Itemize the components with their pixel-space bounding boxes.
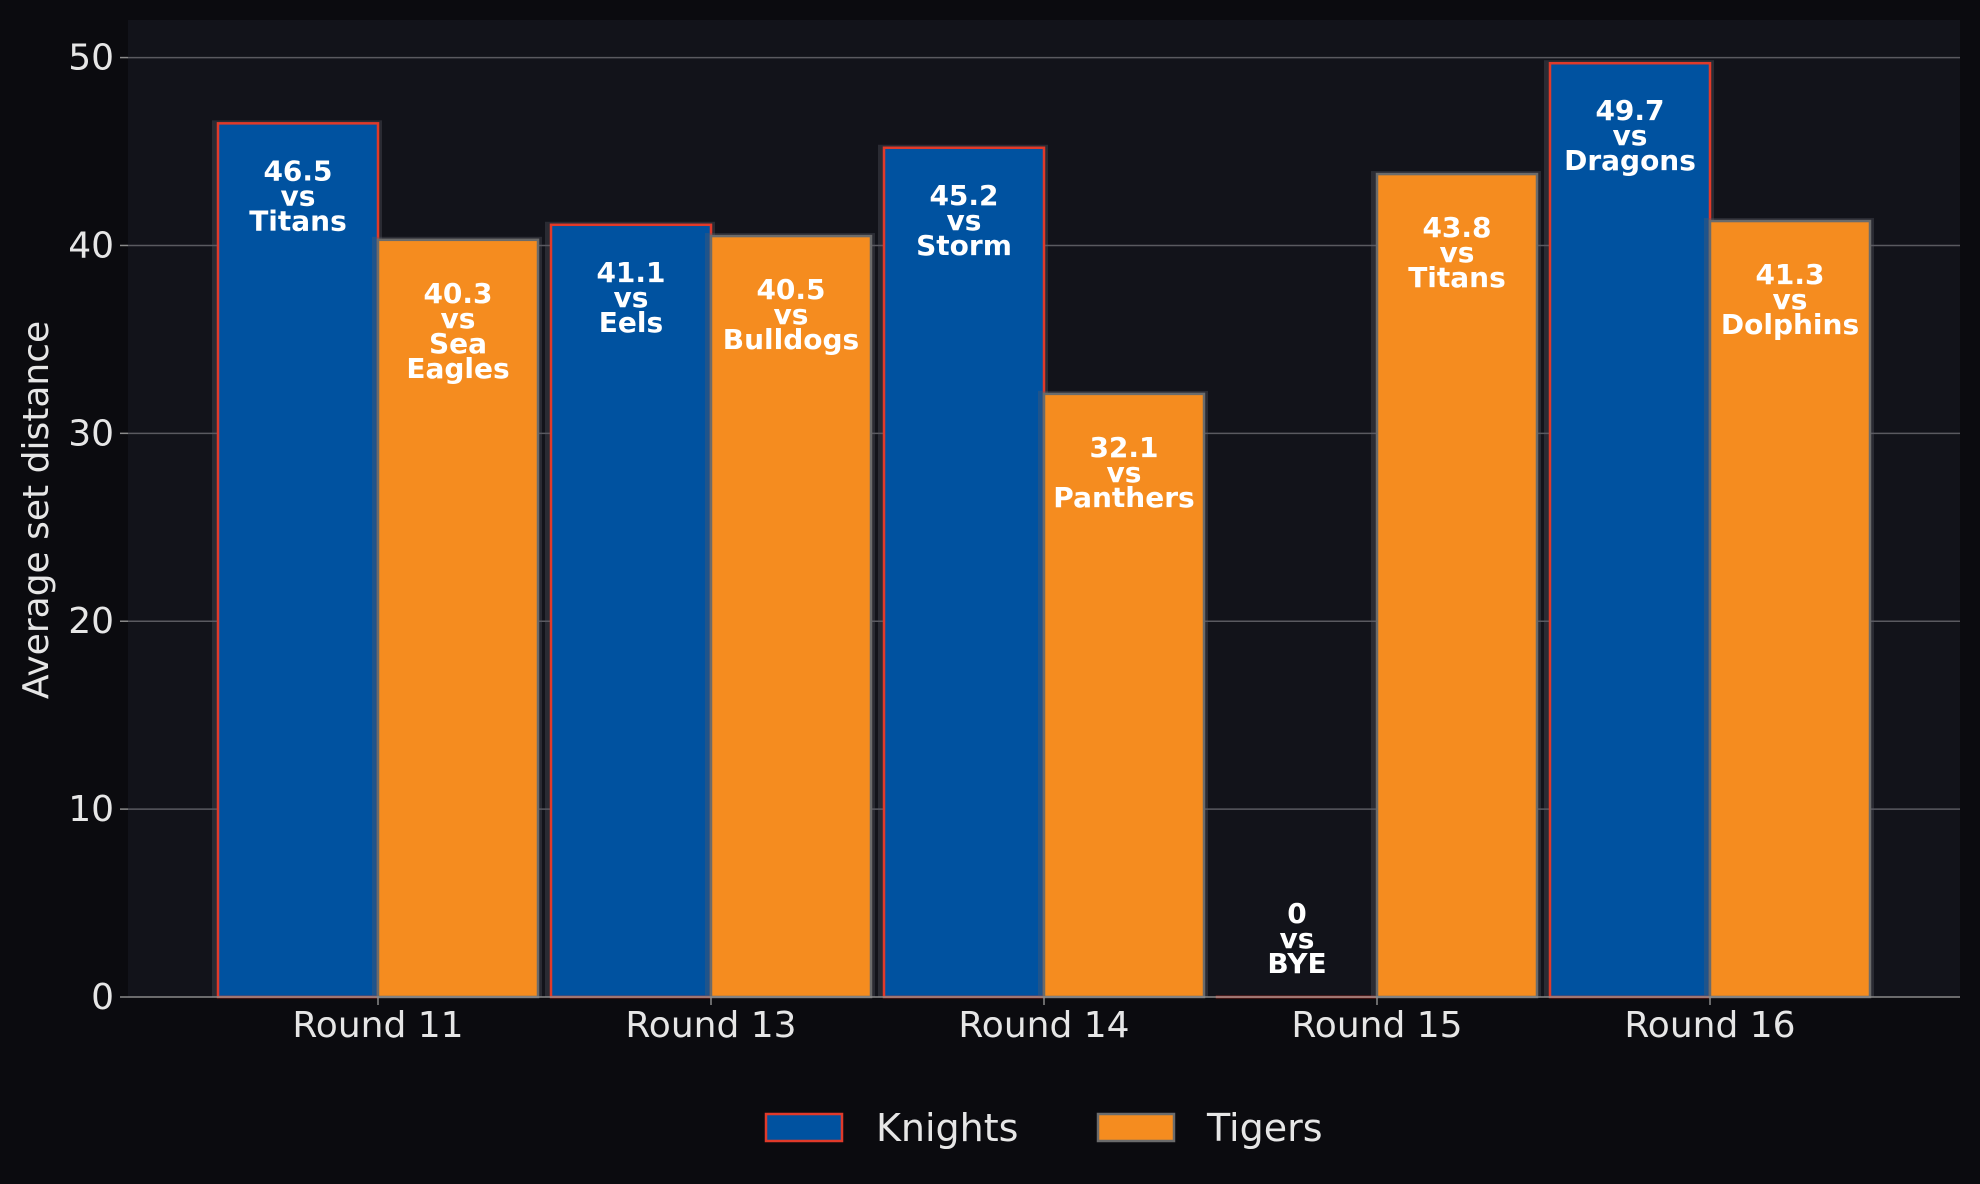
- bar-label: 40.3 vs Sea Eagles: [406, 277, 509, 385]
- bar-value: 49.7: [1595, 94, 1664, 127]
- legend-label-tigers: Tigers: [1206, 1106, 1323, 1150]
- opponent-name: Sea: [429, 327, 487, 360]
- x-tick-label: Round 16: [1624, 1005, 1795, 1046]
- vs-text: vs: [1280, 922, 1315, 955]
- vs-text: vs: [1107, 456, 1142, 489]
- bar-label: 40.5 vs Bulldogs: [723, 273, 859, 356]
- bar-value: 45.2: [929, 179, 998, 212]
- x-axis-ticks: Round 11 Round 13 Round 14 Round 15 Round 16: [292, 997, 1796, 1046]
- bar-label: 32.1 vs Panthers: [1053, 431, 1194, 514]
- vs-text: vs: [614, 281, 649, 314]
- vs-text: vs: [947, 204, 982, 237]
- vs-text: vs: [1440, 236, 1475, 269]
- legend-swatch-knights: [764, 1112, 844, 1143]
- x-tick-label: Round 13: [625, 1005, 796, 1046]
- vs-text: vs: [1773, 283, 1808, 316]
- legend-label-knights: Knights: [876, 1106, 1018, 1150]
- bar-value: 41.1: [596, 256, 665, 289]
- vs-text: vs: [774, 298, 809, 331]
- opponent-name: Dragons: [1564, 144, 1696, 177]
- bar-tigers: [1708, 219, 1872, 999]
- y-tick-label: 10: [68, 789, 114, 830]
- legend: Knights Tigers: [764, 1106, 1323, 1150]
- y-tick-label: 20: [68, 601, 114, 642]
- x-tick-label: Round 14: [958, 1005, 1129, 1046]
- bar-tigers: [1042, 392, 1206, 999]
- opponent-name: Dolphins: [1721, 308, 1859, 341]
- y-tick-label: 40: [68, 225, 114, 266]
- opponent-name: Titans: [1408, 261, 1506, 294]
- x-tick-label: Round 15: [1291, 1005, 1462, 1046]
- y-tick-label: 0: [91, 977, 114, 1018]
- opponent-name: Storm: [916, 229, 1012, 262]
- opponent-name: BYE: [1267, 947, 1326, 980]
- opponent-name: Titans: [249, 204, 347, 237]
- vs-text: vs: [441, 302, 476, 335]
- bar-knights: [549, 223, 713, 999]
- bar-knights: [882, 146, 1046, 999]
- bar-tigers: [1375, 172, 1539, 999]
- bar-tigers: [709, 234, 873, 999]
- y-axis-ticks: 0 10 20 30 40 50: [68, 38, 128, 1018]
- y-tick-label: 50: [68, 38, 114, 79]
- y-axis-label: Average set distance: [16, 321, 57, 699]
- bar-label: 46.5 vs Titans: [249, 154, 347, 237]
- bar-label: 49.7 vs Dragons: [1564, 94, 1696, 177]
- bar-label: 45.2 vs Storm: [916, 179, 1012, 262]
- bar-value: 32.1: [1089, 431, 1158, 464]
- x-tick-label: Round 11: [292, 1005, 463, 1046]
- bar-value: 40.5: [756, 273, 825, 306]
- bar-value: 43.8: [1422, 211, 1491, 244]
- bars: [212, 60, 1874, 999]
- bar-tigers: [376, 238, 540, 999]
- bar-label: 43.8 vs Titans: [1408, 211, 1506, 294]
- legend-swatch-tigers: [1096, 1112, 1176, 1143]
- vs-text: vs: [1613, 119, 1648, 152]
- opponent-name: Panthers: [1053, 481, 1194, 514]
- vs-text: vs: [281, 179, 316, 212]
- bar-value: 46.5: [263, 154, 332, 187]
- opponent-name: Eagles: [406, 352, 509, 385]
- bar-label: 41.3 vs Dolphins: [1721, 258, 1859, 341]
- y-tick-label: 30: [68, 413, 114, 454]
- bar-knights: [1548, 61, 1712, 999]
- opponent-name: Bulldogs: [723, 323, 859, 356]
- bar-label: 41.1 vs Eels: [596, 256, 665, 339]
- opponent-name: Eels: [599, 306, 663, 339]
- bar-knights: [216, 122, 380, 999]
- bar-value: 41.3: [1755, 258, 1824, 291]
- bar-value: 0: [1287, 897, 1306, 930]
- bar-label: 0 vs BYE: [1267, 897, 1326, 980]
- bar-value: 40.3: [423, 277, 492, 310]
